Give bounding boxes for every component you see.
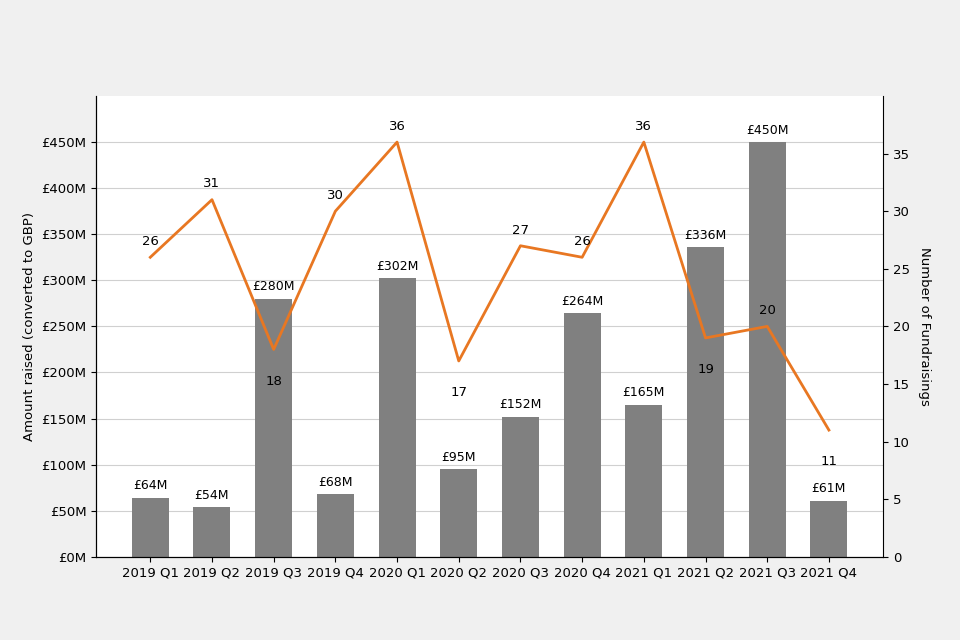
Text: £264M: £264M [561, 295, 603, 308]
Text: £280M: £280M [252, 280, 295, 293]
Bar [441, 469, 477, 557]
Text: 20: 20 [758, 304, 776, 317]
Bar [255, 299, 292, 557]
Bar [687, 247, 724, 557]
Y-axis label: Amount raised (converted to GBP): Amount raised (converted to GBP) [23, 212, 36, 441]
Text: £450M: £450M [746, 124, 788, 136]
Text: 30: 30 [327, 189, 344, 202]
Bar [502, 417, 539, 557]
Text: 26: 26 [142, 235, 158, 248]
Text: 27: 27 [512, 223, 529, 237]
Text: 11: 11 [821, 456, 837, 468]
Text: 26: 26 [574, 235, 590, 248]
Text: 17: 17 [450, 387, 468, 399]
Bar [749, 142, 785, 557]
Text: £165M: £165M [623, 386, 665, 399]
Text: £61M: £61M [812, 482, 846, 495]
Bar [810, 500, 848, 557]
Text: 36: 36 [389, 120, 405, 133]
Bar [625, 404, 662, 557]
Text: £68M: £68M [318, 476, 352, 488]
Bar [317, 494, 354, 557]
Y-axis label: Number of Fundraisings: Number of Fundraisings [918, 247, 931, 406]
Bar [132, 498, 169, 557]
Bar [194, 507, 230, 557]
Bar [378, 278, 416, 557]
Bar [564, 314, 601, 557]
Text: £54M: £54M [195, 488, 229, 502]
Text: £152M: £152M [499, 398, 541, 411]
Text: £64M: £64M [133, 479, 167, 492]
Text: 19: 19 [697, 364, 714, 376]
Text: 31: 31 [204, 177, 221, 191]
Text: £336M: £336M [684, 228, 727, 242]
Text: 18: 18 [265, 375, 282, 388]
Text: 36: 36 [636, 120, 652, 133]
Text: £302M: £302M [376, 260, 419, 273]
Text: £95M: £95M [442, 451, 476, 464]
